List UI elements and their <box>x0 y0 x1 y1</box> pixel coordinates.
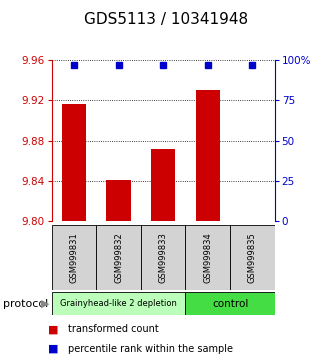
Bar <box>151 149 175 221</box>
Text: ■: ■ <box>48 324 59 334</box>
Text: GDS5113 / 10341948: GDS5113 / 10341948 <box>85 12 248 27</box>
Bar <box>52 225 96 290</box>
Bar <box>230 225 275 290</box>
Text: GSM999832: GSM999832 <box>114 232 123 283</box>
Bar <box>195 90 220 221</box>
Text: Grainyhead-like 2 depletion: Grainyhead-like 2 depletion <box>60 299 177 308</box>
Bar <box>185 225 230 290</box>
Text: GSM999835: GSM999835 <box>248 232 257 283</box>
Bar <box>141 225 185 290</box>
Text: GSM999831: GSM999831 <box>69 232 79 283</box>
Text: GSM999834: GSM999834 <box>203 232 212 283</box>
Text: control: control <box>212 298 248 309</box>
Bar <box>106 180 131 221</box>
Bar <box>96 225 141 290</box>
Text: GSM999833: GSM999833 <box>159 232 168 283</box>
Bar <box>52 292 185 315</box>
Bar <box>62 104 86 221</box>
Bar <box>185 292 275 315</box>
Text: protocol: protocol <box>3 298 49 309</box>
Text: ■: ■ <box>48 344 59 354</box>
Text: transformed count: transformed count <box>68 324 159 334</box>
Text: ▶: ▶ <box>41 298 49 309</box>
Text: percentile rank within the sample: percentile rank within the sample <box>68 344 233 354</box>
